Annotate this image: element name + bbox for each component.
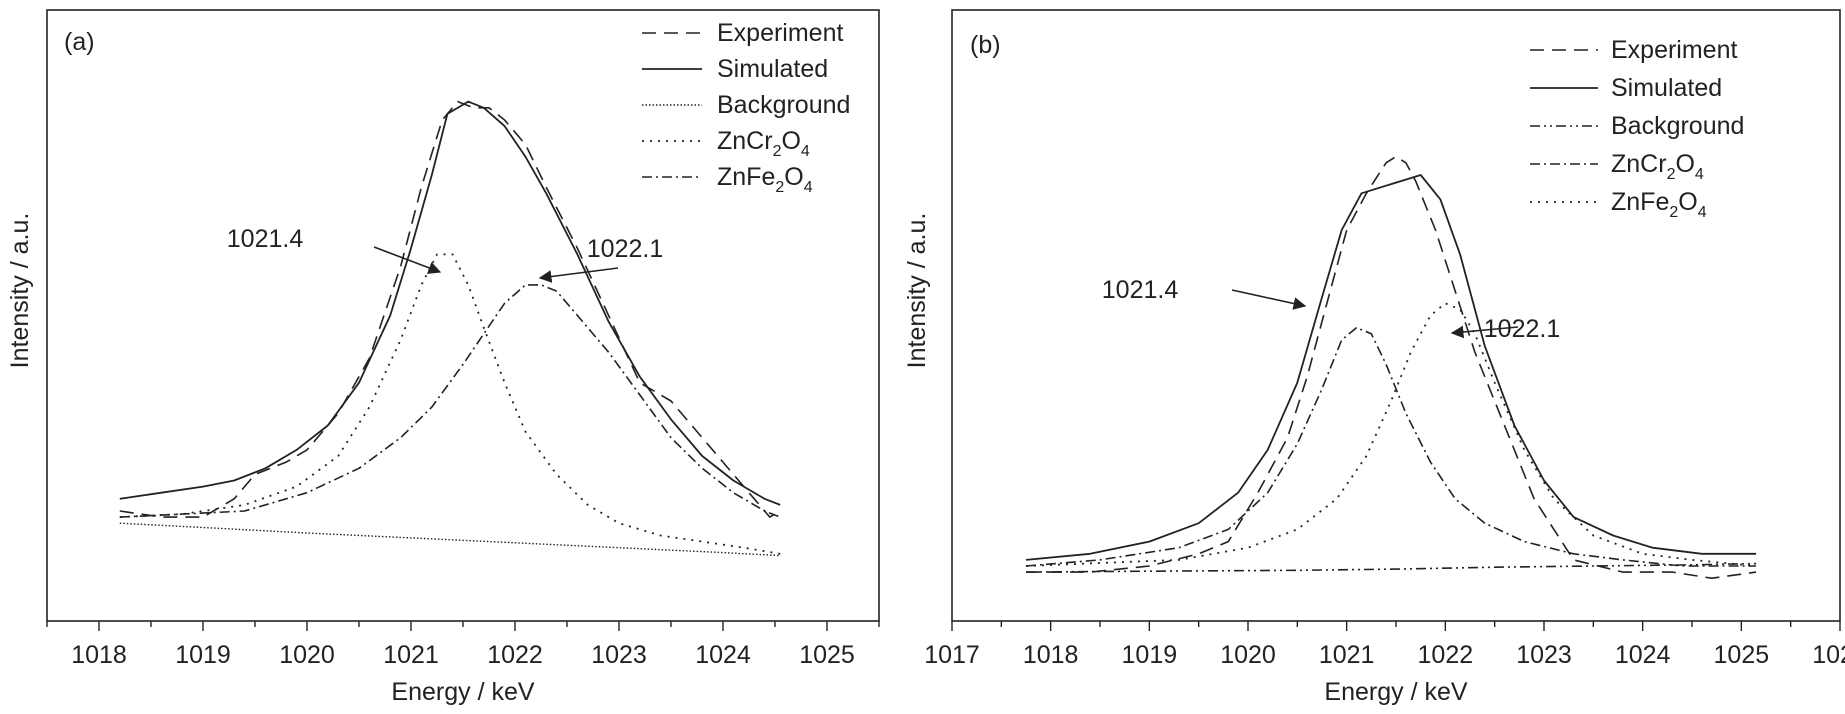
panel-b: 1017 1018 1019 1020 1021 1022 1023 1024 1025 1026…: [903, 9, 1845, 706]
x-tick-label: 1024: [1615, 641, 1671, 669]
x-tick-label: 1025: [799, 641, 855, 669]
x-tick-label: 1021: [1319, 641, 1375, 669]
series-line-c2: [1025, 302, 1757, 567]
x-tick-label: 1017: [924, 641, 980, 669]
x-tick-label: 1020: [1220, 641, 1276, 669]
legend-label-c2: ZnFe2O4: [717, 163, 813, 196]
legend-label-experiment: Experiment: [1611, 36, 1737, 64]
y-axis-title: Intensity / a.u.: [6, 213, 34, 369]
peak-annotation-label: 1021.4: [1102, 276, 1179, 304]
series-line-background: [1025, 562, 1757, 573]
series-line-c2: [119, 284, 781, 518]
peak-annotation-arrow: [538, 267, 619, 283]
legend-label-simulated: Simulated: [717, 55, 828, 83]
x-tick-label: 1023: [1516, 641, 1572, 669]
x-tick-label: 1022: [1418, 641, 1474, 669]
legend-label-simulated: Simulated: [1611, 74, 1722, 102]
series-line-c1: [119, 253, 781, 555]
x-tick-label: 1025: [1714, 641, 1770, 669]
series-line-background: [119, 522, 781, 557]
peak-annotation-arrow: [1231, 289, 1307, 310]
x-axis-title: Energy / keV: [391, 678, 534, 706]
series-line-experiment: [1026, 155, 1757, 580]
legend-label-background: Background: [1611, 112, 1744, 140]
x-tick-label: 1023: [591, 641, 647, 669]
panel-a: 1018 1019 1020 1021 1022 1023 1024 1025 Energy /…: [6, 9, 880, 706]
legend-label-c1: ZnCr2O4: [1611, 150, 1704, 183]
x-tick-label: 1024: [695, 641, 751, 669]
legend-label-c2: ZnFe2O4: [1611, 188, 1707, 221]
x-axis-title: Energy / keV: [1324, 678, 1467, 706]
peak-annotation-label: 1021.4: [227, 225, 304, 253]
x-tick-label: 1019: [1122, 641, 1178, 669]
panel-label: (b): [970, 31, 1001, 59]
x-tick-label: 1018: [71, 641, 127, 669]
legend-label-c1: ZnCr2O4: [717, 127, 810, 160]
y-axis-title: Intensity / a.u.: [903, 213, 931, 369]
series-line-simulated: [1025, 174, 1757, 561]
series-line-experiment: [119, 100, 781, 518]
legend-label-background: Background: [717, 91, 850, 119]
x-tick-label: 1020: [279, 641, 335, 669]
peak-annotation-arrow: [373, 246, 442, 274]
peak-annotation-label: 1022.1: [587, 235, 663, 263]
legend-label-experiment: Experiment: [717, 19, 843, 47]
panel-label: (a): [64, 28, 95, 56]
x-tick-label: 1019: [175, 641, 231, 669]
x-tick-label: 1022: [487, 641, 543, 669]
series-line-c1: [1025, 326, 1757, 567]
x-tick-label: 1021: [383, 641, 439, 669]
series-line-simulated: [119, 100, 781, 506]
peak-annotation-arrow: [1450, 325, 1519, 339]
x-tick-label: 1018: [1023, 641, 1079, 669]
x-tick-label: 1026: [1812, 641, 1845, 669]
